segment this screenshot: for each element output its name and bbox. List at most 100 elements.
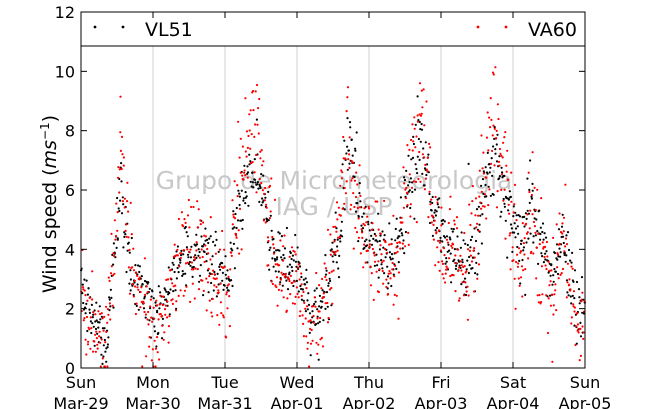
point-vl51 bbox=[290, 257, 293, 261]
point-va60 bbox=[149, 298, 152, 301]
point-va60 bbox=[137, 288, 140, 291]
point-va60 bbox=[225, 293, 228, 296]
point-va60 bbox=[416, 114, 419, 117]
x-axis-ticks: SunMar-29MonMar-30TueMar-31WedApr-01ThuA… bbox=[53, 12, 611, 409]
point-va60 bbox=[402, 166, 405, 169]
point-va60 bbox=[492, 124, 495, 127]
point-va60 bbox=[553, 293, 556, 296]
point-va60 bbox=[381, 269, 384, 273]
point-vl51 bbox=[211, 255, 214, 258]
point-vl51 bbox=[482, 192, 485, 195]
point-va60 bbox=[202, 289, 205, 292]
point-va60 bbox=[545, 240, 549, 244]
point-va60 bbox=[267, 264, 270, 267]
point-va60 bbox=[114, 234, 118, 238]
point-vl51 bbox=[262, 174, 265, 177]
point-vl51 bbox=[345, 152, 348, 155]
point-va60 bbox=[298, 278, 301, 281]
point-vl51 bbox=[216, 272, 219, 275]
point-vl51 bbox=[151, 290, 154, 293]
point-vl51 bbox=[407, 154, 410, 157]
point-va60 bbox=[519, 276, 523, 279]
point-vl51 bbox=[401, 247, 404, 250]
point-vl51 bbox=[409, 206, 412, 210]
point-va60 bbox=[195, 249, 198, 252]
point-vl51 bbox=[337, 267, 340, 270]
point-vl51 bbox=[428, 221, 432, 225]
point-va60 bbox=[320, 287, 323, 290]
point-vl51 bbox=[337, 276, 341, 279]
point-vl51 bbox=[538, 209, 541, 212]
point-vl51 bbox=[268, 268, 271, 271]
point-vl51 bbox=[199, 264, 202, 267]
point-va60 bbox=[558, 242, 561, 245]
point-va60 bbox=[182, 294, 185, 297]
point-vl51 bbox=[281, 284, 284, 287]
point-va60 bbox=[277, 288, 280, 291]
point-vl51 bbox=[230, 279, 233, 282]
point-va60 bbox=[540, 197, 543, 200]
point-va60 bbox=[488, 116, 491, 119]
point-va60 bbox=[308, 365, 311, 368]
point-vl51 bbox=[353, 175, 356, 179]
point-vl51 bbox=[226, 286, 229, 289]
point-vl51 bbox=[372, 237, 375, 240]
point-va60 bbox=[528, 227, 531, 230]
point-vl51 bbox=[510, 227, 513, 230]
point-vl51 bbox=[331, 241, 334, 244]
point-vl51 bbox=[261, 197, 264, 200]
point-va60 bbox=[421, 106, 424, 109]
point-va60 bbox=[350, 203, 353, 206]
point-va60 bbox=[549, 280, 552, 283]
point-vl51 bbox=[469, 238, 472, 242]
point-va60 bbox=[409, 203, 412, 206]
point-va60 bbox=[299, 310, 302, 313]
point-va60 bbox=[93, 340, 96, 343]
point-vl51 bbox=[428, 192, 431, 196]
point-vl51 bbox=[300, 298, 303, 301]
point-vl51 bbox=[108, 309, 111, 312]
point-va60 bbox=[164, 304, 167, 307]
point-vl51 bbox=[88, 308, 91, 311]
point-vl51 bbox=[227, 289, 230, 292]
point-vl51 bbox=[486, 151, 489, 154]
point-vl51 bbox=[278, 232, 281, 235]
point-vl51 bbox=[475, 208, 479, 211]
point-va60 bbox=[276, 304, 279, 307]
point-va60 bbox=[500, 188, 503, 191]
point-va60 bbox=[576, 323, 580, 326]
point-va60 bbox=[550, 269, 553, 272]
point-va60 bbox=[312, 314, 315, 318]
point-vl51 bbox=[516, 245, 519, 249]
point-va60 bbox=[394, 264, 397, 267]
point-vl51 bbox=[318, 305, 321, 308]
point-vl51 bbox=[381, 230, 384, 233]
point-vl51 bbox=[413, 188, 417, 191]
point-va60 bbox=[359, 194, 362, 197]
point-va60 bbox=[552, 236, 555, 239]
point-vl51 bbox=[92, 325, 95, 328]
point-vl51 bbox=[299, 284, 302, 288]
point-va60 bbox=[177, 217, 180, 221]
point-va60 bbox=[397, 317, 400, 320]
point-vl51 bbox=[464, 242, 467, 245]
point-va60 bbox=[516, 253, 519, 256]
point-va60 bbox=[555, 309, 558, 312]
point-va60 bbox=[441, 260, 444, 263]
point-vl51 bbox=[461, 258, 464, 261]
point-vl51 bbox=[501, 171, 504, 174]
point-vl51 bbox=[90, 331, 93, 335]
point-vl51 bbox=[190, 245, 193, 248]
point-va60 bbox=[422, 88, 425, 91]
point-va60 bbox=[198, 256, 201, 259]
point-vl51 bbox=[535, 218, 538, 221]
point-vl51 bbox=[398, 229, 401, 232]
point-va60 bbox=[265, 203, 268, 206]
point-va60 bbox=[176, 248, 179, 251]
point-vl51 bbox=[168, 291, 171, 295]
point-vl51 bbox=[349, 126, 352, 129]
point-vl51 bbox=[302, 278, 305, 281]
point-vl51 bbox=[120, 212, 124, 215]
point-va60 bbox=[262, 160, 265, 163]
point-vl51 bbox=[239, 219, 243, 222]
